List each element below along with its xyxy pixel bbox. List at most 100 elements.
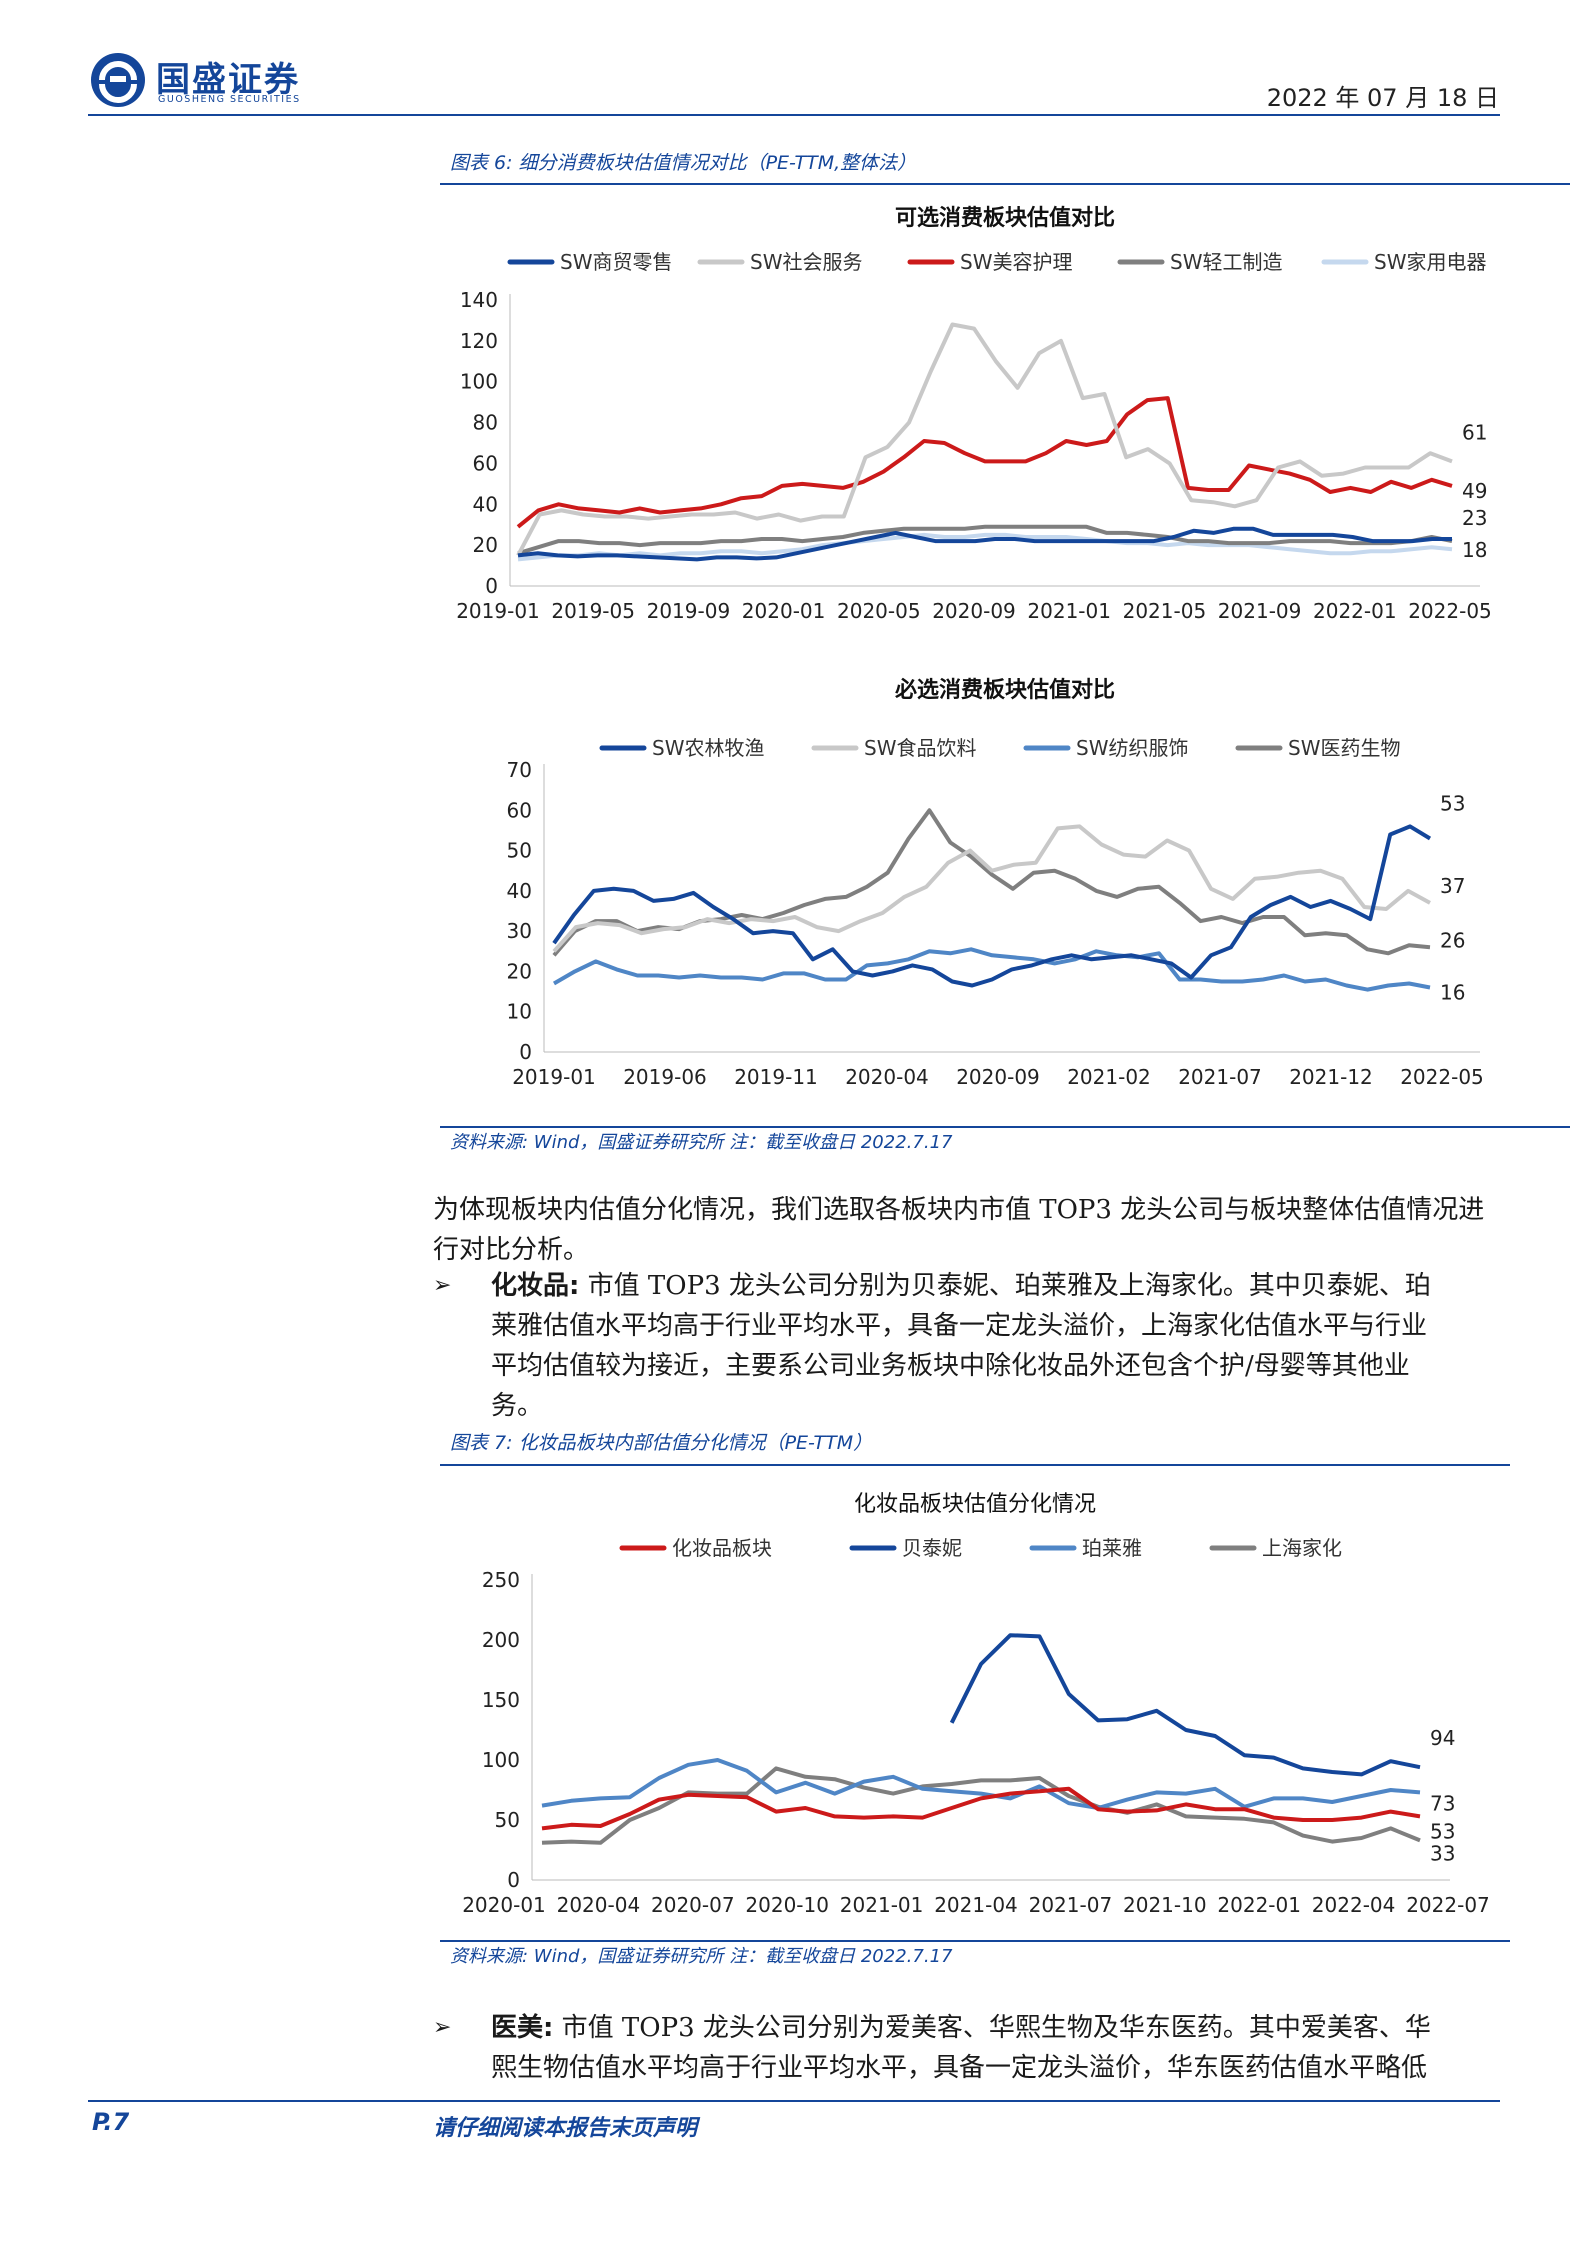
y-tick-label: 0 bbox=[507, 1868, 520, 1892]
y-tick-label: 0 bbox=[519, 1040, 532, 1064]
figure6-caption: 图表 6: 细分消费板块估值情况对比（PE-TTM,整体法） bbox=[450, 152, 917, 174]
x-tick-label: 2021-02 bbox=[1067, 1065, 1151, 1089]
bullet-cosmetics-line-4: 务。 bbox=[491, 1391, 544, 1421]
x-tick-label: 2021-07 bbox=[1178, 1065, 1262, 1089]
chart-c: 化妆品板块 贝泰妮 珀莱雅 上海家化 0 50 100 150 200 250 2020-01 202… bbox=[462, 1536, 1490, 1917]
series-line bbox=[541, 1766, 1421, 1845]
logo-mark-icon bbox=[91, 53, 145, 107]
paragraph-1: 为体现板块内估值分化情况，我们选取各板块内市值 TOP3 龙头公司与板块整体估值… bbox=[433, 1190, 1503, 1270]
y-tick-label: 200 bbox=[482, 1628, 520, 1652]
y-tick-label: 70 bbox=[507, 758, 532, 782]
legend-label: SW食品饮料 bbox=[864, 736, 976, 760]
y-tick-label: 100 bbox=[460, 370, 498, 394]
bullet-cosmetics-line-1: 市值 TOP3 龙头公司分别为贝泰妮、珀莱雅及上海家化。其中贝泰妮、珀 bbox=[579, 1271, 1431, 1301]
series-end-label: 53 bbox=[1440, 791, 1465, 815]
y-tick-label: 40 bbox=[473, 492, 498, 516]
chart-a-title: 可选消费板块估值对比 bbox=[894, 206, 1115, 231]
series-end-label: 16 bbox=[1440, 981, 1465, 1005]
series-line bbox=[541, 1758, 1421, 1810]
footer-rule bbox=[88, 2100, 1500, 2102]
series-line bbox=[516, 396, 1453, 529]
y-tick-label: 250 bbox=[482, 1568, 520, 1592]
legend-label: SW轻工制造 bbox=[1170, 250, 1282, 274]
bullet-medical-line-1: 市值 TOP3 龙头公司分别为爱美客、华熙生物及华东医药。其中爱美客、华 bbox=[553, 2013, 1431, 2043]
series-end-label: 73 bbox=[1430, 1791, 1455, 1815]
chart-b-title: 必选消费板块估值对比 bbox=[894, 678, 1115, 703]
bullet-cosmetics-line-2: 莱雅估值水平均高于行业平均水平，具备一定龙头溢价，上海家化估值水平与行业 bbox=[491, 1311, 1428, 1341]
legend-label: SW社会服务 bbox=[750, 250, 862, 274]
legend-label: SW家用电器 bbox=[1374, 250, 1486, 274]
y-tick-label: 30 bbox=[507, 919, 532, 943]
x-tick-label: 2020-09 bbox=[932, 599, 1016, 623]
y-tick-label: 120 bbox=[460, 329, 498, 353]
logo-text-en: GUOSHENG SECURITIES bbox=[158, 94, 301, 105]
y-tick-label: 0 bbox=[485, 574, 498, 598]
x-tick-label: 2022-05 bbox=[1400, 1065, 1484, 1089]
x-tick-label: 2021-12 bbox=[1289, 1065, 1373, 1089]
x-tick-label: 2020-05 bbox=[837, 599, 921, 623]
series-end-label: 26 bbox=[1440, 928, 1465, 952]
x-tick-label: 2021-01 bbox=[1027, 599, 1111, 623]
x-tick-label: 2021-04 bbox=[934, 1893, 1018, 1917]
x-tick-label: 2021-01 bbox=[840, 1893, 924, 1917]
series-line bbox=[552, 824, 1431, 953]
x-tick-label: 2022-01 bbox=[1313, 599, 1397, 623]
bullet-arrow-icon: ➢ bbox=[433, 1273, 452, 1298]
report-date: 2022 年 07 月 18 日 bbox=[1266, 84, 1499, 112]
series-end-label: 18 bbox=[1462, 538, 1487, 562]
legend-label: SW美容护理 bbox=[960, 250, 1072, 274]
x-tick-label: 2019-06 bbox=[623, 1065, 707, 1089]
paragraph-1-text: 为体现板块内估值分化情况，我们选取各板块内市值 TOP3 龙头公司与板块整体估值… bbox=[433, 1195, 1485, 1265]
series-end-label: 23 bbox=[1462, 506, 1487, 530]
bullet-arrow-icon: ➢ bbox=[433, 2015, 452, 2040]
series-end-label: 94 bbox=[1430, 1726, 1455, 1750]
series-line bbox=[517, 526, 1452, 562]
x-tick-label: 2020-07 bbox=[651, 1893, 735, 1917]
figure6-bottom-rule bbox=[440, 1126, 1570, 1128]
series-end-label: 37 bbox=[1440, 874, 1465, 898]
logo: 国盛证券 GUOSHENG SECURITIES bbox=[88, 50, 348, 112]
y-tick-label: 60 bbox=[473, 451, 498, 475]
bullet-cosmetics-keyword: 化妆品: bbox=[491, 1271, 580, 1301]
legend-label: 珀莱雅 bbox=[1082, 1536, 1142, 1560]
series-line bbox=[949, 1633, 1421, 1777]
legend-label: SW商贸零售 bbox=[560, 250, 672, 274]
x-tick-label: 2020-04 bbox=[845, 1065, 929, 1089]
x-tick-label: 2022-05 bbox=[1408, 599, 1492, 623]
figure7-bottom-rule bbox=[440, 1940, 1510, 1942]
series-end-label: 61 bbox=[1462, 420, 1487, 444]
bullet-cosmetics-line-3: 平均估值较为接近，主要系公司业务板块中除化妆品外还包含个护/母婴等其他业 bbox=[491, 1351, 1410, 1381]
legend-label: SW纺织服饰 bbox=[1076, 736, 1188, 760]
series-line bbox=[552, 808, 1431, 957]
y-tick-label: 20 bbox=[473, 533, 498, 557]
figure6-top-rule bbox=[440, 183, 1570, 185]
series-line bbox=[552, 824, 1432, 988]
series-line bbox=[552, 947, 1431, 992]
x-tick-label: 2019-01 bbox=[512, 1065, 596, 1089]
x-tick-label: 2020-01 bbox=[742, 599, 826, 623]
y-tick-label: 20 bbox=[507, 959, 532, 983]
x-tick-label: 2021-05 bbox=[1123, 599, 1207, 623]
header-rule bbox=[88, 114, 1500, 116]
y-tick-label: 60 bbox=[507, 798, 532, 822]
x-tick-label: 2022-07 bbox=[1406, 1893, 1490, 1917]
series-line bbox=[517, 532, 1453, 562]
series-line bbox=[517, 524, 1453, 556]
x-tick-label: 2021-07 bbox=[1029, 1893, 1113, 1917]
x-tick-label: 2019-05 bbox=[551, 599, 635, 623]
figure7-source: 资料来源: Wind，国盛证券研究所 注：截至收盘日 2022.7.17 bbox=[450, 1946, 953, 1967]
chart-b: SW农林牧渔 SW食品饮料 SW纺织服饰 SW医药生物 0 10 20 30 40 50 60 70 2… bbox=[507, 736, 1484, 1089]
series-end-label: 33 bbox=[1430, 1841, 1455, 1865]
legend-label: 化妆品板块 bbox=[672, 1536, 772, 1560]
series-end-label: 49 bbox=[1462, 479, 1487, 503]
x-tick-label: 2022-01 bbox=[1217, 1893, 1301, 1917]
x-tick-label: 2020-01 bbox=[462, 1893, 546, 1917]
series-line bbox=[541, 1786, 1421, 1831]
x-tick-label: 2021-10 bbox=[1123, 1893, 1207, 1917]
bullet-medical-keyword: 医美: bbox=[491, 2013, 554, 2043]
legend-label: SW农林牧渔 bbox=[652, 736, 764, 760]
y-tick-label: 100 bbox=[482, 1748, 520, 1772]
x-tick-label: 2020-04 bbox=[557, 1893, 641, 1917]
figure6-source: 资料来源: Wind，国盛证券研究所 注：截至收盘日 2022.7.17 bbox=[450, 1132, 953, 1153]
page-number: P.7 bbox=[92, 2108, 130, 2136]
